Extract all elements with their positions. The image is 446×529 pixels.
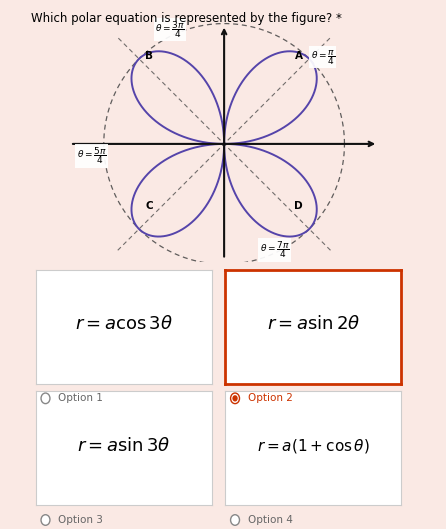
Text: $\theta = \dfrac{5\pi}{4}$: $\theta = \dfrac{5\pi}{4}$: [77, 145, 107, 166]
Text: $\theta = \dfrac{3\pi}{4}$: $\theta = \dfrac{3\pi}{4}$: [155, 19, 185, 40]
Text: $r = a \sin 2\theta$: $r = a \sin 2\theta$: [267, 315, 360, 333]
Text: $r = a \cos 3\theta$: $r = a \cos 3\theta$: [75, 315, 173, 333]
Text: Which polar equation is represented by the figure? *: Which polar equation is represented by t…: [31, 12, 342, 25]
Text: C: C: [146, 202, 153, 212]
Text: $r = a(1 + \cos \theta)$: $r = a(1 + \cos \theta)$: [257, 437, 370, 455]
Text: D: D: [294, 202, 303, 212]
Text: B: B: [145, 51, 153, 61]
Text: $\theta = \dfrac{\pi}{4}$: $\theta = \dfrac{\pi}{4}$: [311, 48, 335, 67]
Text: $r = a \sin 3\theta$: $r = a \sin 3\theta$: [77, 437, 170, 455]
Text: Option 2: Option 2: [248, 394, 293, 403]
Text: Option 3: Option 3: [58, 515, 103, 525]
Text: $\theta = \dfrac{7\pi}{4}$: $\theta = \dfrac{7\pi}{4}$: [260, 240, 289, 260]
Text: Option 4: Option 4: [248, 515, 293, 525]
Text: Option 1: Option 1: [58, 394, 103, 403]
Text: A: A: [295, 51, 303, 61]
